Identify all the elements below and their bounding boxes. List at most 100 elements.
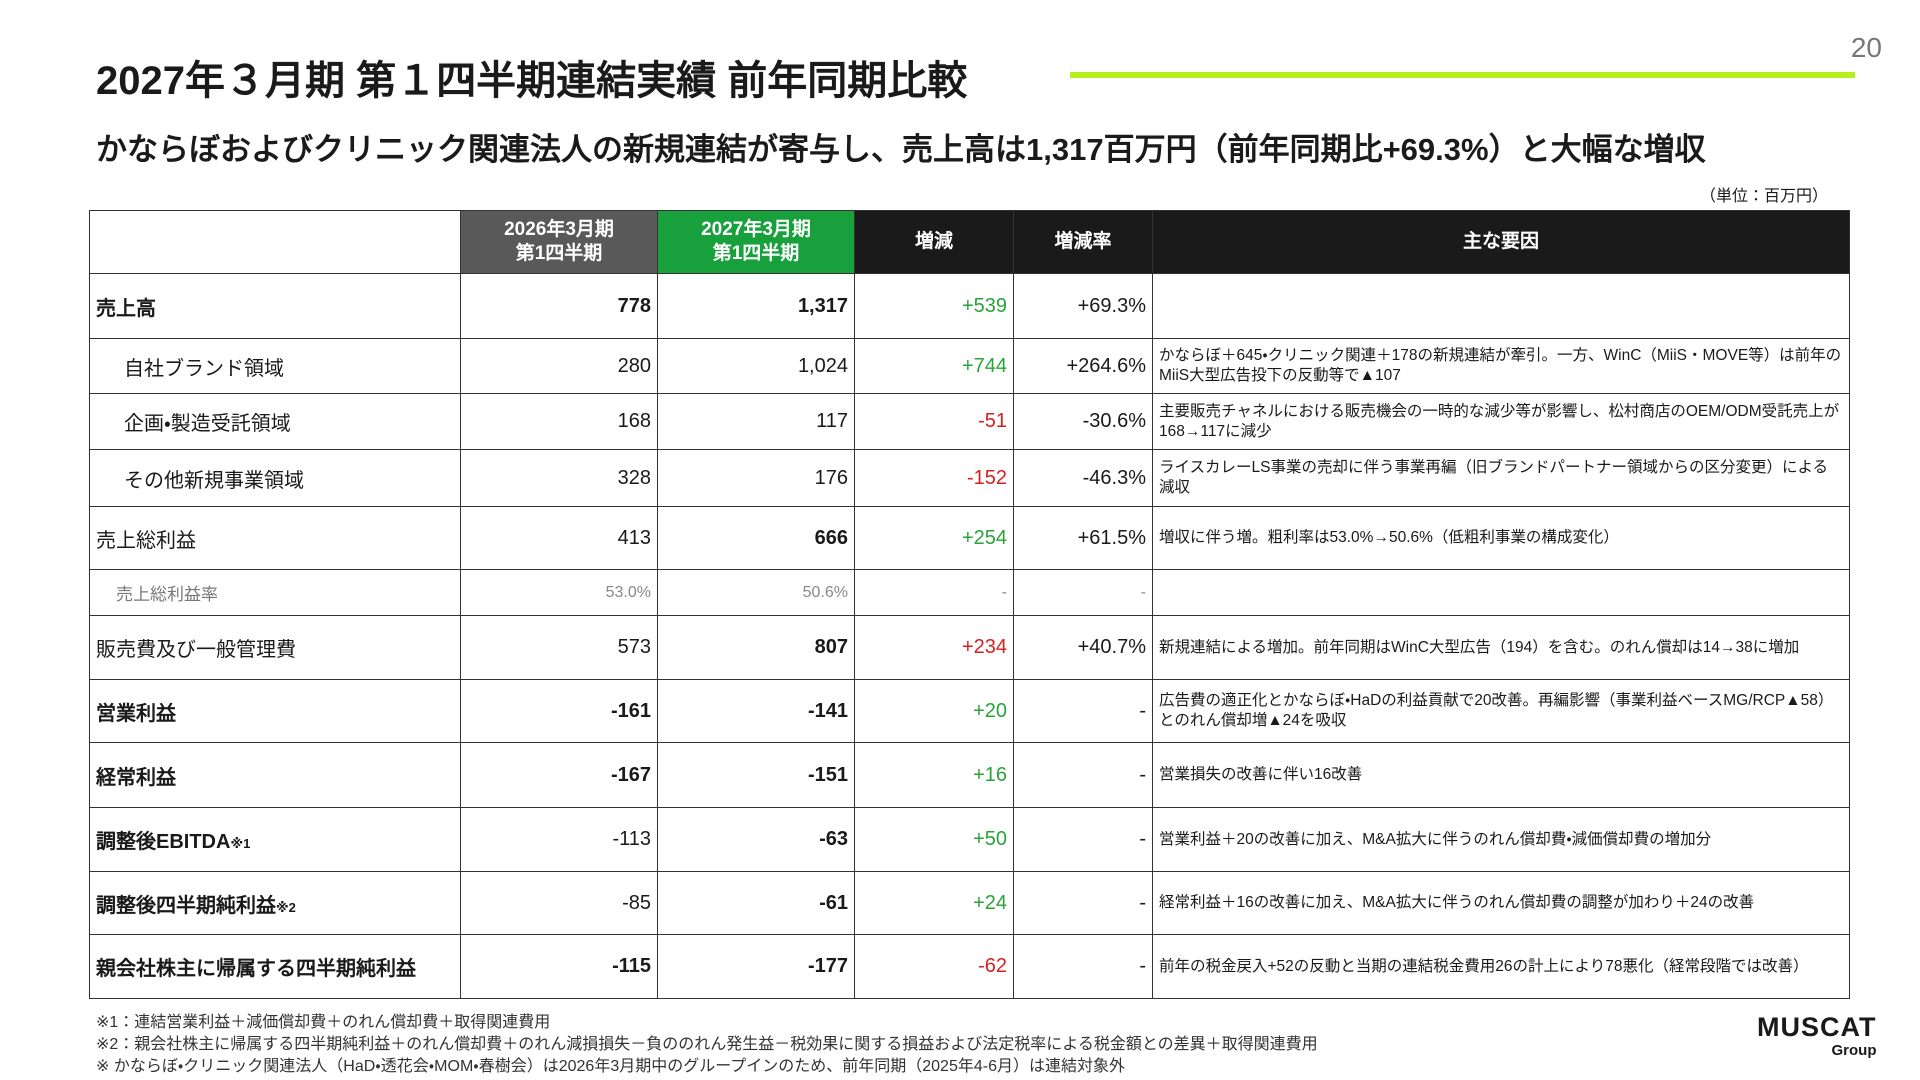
table-row: 売上総利益 413 666 +254 +61.5% 増収に伴う増。粗利率は53.0%→50… <box>89 506 1850 570</box>
value-cell: +539 <box>854 273 1014 339</box>
header-line: 第1四半期 <box>712 243 800 264</box>
table-row: 経常利益 -167 -151 +16- 営業損失の改善に伴い16改善 <box>89 742 1850 808</box>
value-cell: -63 <box>657 807 855 872</box>
table-row: 自社ブランド領域 280 1,024 +744 +264.6% かならぼ＋645・クリニッ… <box>89 338 1850 394</box>
logo: MUSCAT Group <box>1757 1012 1877 1059</box>
value-cell: +254 <box>854 506 1014 570</box>
title: 2027年３月期 第１四半期連結実績 前年同期比較 <box>96 59 968 103</box>
footnote: ※2：親会社株主に帰属する四半期純利益＋のれん償却費＋のれん減損損失－負ののれん… <box>96 1036 1318 1053</box>
header-line: 2026年3月期 <box>504 219 614 240</box>
reason-cell: 主要販売チャネルにおける販売機会の一時的な減少等が影響し、松村商店のOEM/OD… <box>1152 393 1850 450</box>
row-label-text: 営業利益 <box>96 702 176 725</box>
value-cell: -161 <box>460 679 658 743</box>
value-cell: - <box>1013 679 1153 743</box>
value-cell: 666 <box>657 506 855 570</box>
value-cell: - <box>1013 569 1153 616</box>
logo-name: MUSCAT <box>1757 1012 1877 1042</box>
value-cell: -152 <box>854 449 1014 507</box>
footnote: ※1：連結営業利益＋減価償却費＋のれん償却費＋取得関連費用 <box>96 1014 551 1031</box>
row-label: 売上総利益 <box>89 506 461 570</box>
row-label: 売上高 <box>89 273 461 339</box>
value-cell: -85 <box>460 871 658 935</box>
header-row: 2026年3月期第1四半期 2027年3月期 第1四半期 増減 増減率 主な要因 <box>89 210 1850 274</box>
reason-cell: 営業損失の改善に伴い16改善 <box>1152 742 1850 808</box>
row-label-text: 売上総利益率 <box>116 585 218 604</box>
value-cell: +69.3% <box>1013 273 1153 339</box>
row-label-text: 親会社株主に帰属する四半期純利益 <box>96 958 416 980</box>
header-line: 増減 <box>914 231 953 252</box>
reason-cell: 前年の税金戻入+52の反動と当期の連結税金費用26の計上により78悪化（経常段階… <box>1152 934 1850 999</box>
reason-cell: 営業利益＋20の改善に加え、M&A拡大に伴うのれん償却費・減価償却費の増加分 <box>1152 807 1850 872</box>
reason-cell <box>1152 569 1850 616</box>
value-cell: - <box>854 569 1014 616</box>
value-cell: 778 <box>460 273 658 339</box>
value-cell: - <box>1013 807 1153 872</box>
row-label-note: ※2 <box>276 899 296 915</box>
value-cell: -62 <box>854 934 1014 999</box>
value-cell: 573 <box>460 615 658 680</box>
row-label-text: 経常利益 <box>96 766 176 789</box>
table-row: 売上高 778 1,317 +539 +69.3% <box>89 273 1850 339</box>
row-label: 経常利益 <box>89 742 461 808</box>
header-line: 主な要因 <box>1462 231 1539 252</box>
value-cell: 50.6% <box>657 569 855 616</box>
value-cell: 117 <box>657 393 855 450</box>
value-cell: 807 <box>657 615 855 680</box>
page-number: 20 <box>1850 32 1882 63</box>
value-cell: -113 <box>460 807 658 872</box>
table-row: 企画・製造受託領域 168 117 -51 -30.6% 主要販売チャネルにおける販売機会… <box>89 393 1850 450</box>
row-label: その他新規事業領域 <box>89 449 461 507</box>
value-cell: +61.5% <box>1013 506 1153 570</box>
unit: （単位：百万円） <box>1699 188 1828 205</box>
row-label-note: ※1 <box>230 836 251 851</box>
value-cell: 1,317 <box>657 273 855 339</box>
value-cell: 413 <box>460 506 658 570</box>
value-cell: - <box>1013 934 1153 999</box>
row-label: 調整後EBITDA※1 <box>89 807 461 872</box>
value-cell: 176 <box>657 449 855 507</box>
value-cell: +24 <box>854 871 1014 935</box>
value-cell: +20 <box>854 679 1014 743</box>
value-cell: -167 <box>460 742 658 808</box>
reason-cell: かならぼ＋645・クリニック関連＋178の新規連結が牽引。一方、WinC（Mii… <box>1152 338 1850 394</box>
row-label-text: 販売費及び一般管理費 <box>96 639 296 661</box>
header-cell: 増減率 <box>1013 210 1153 274</box>
table-row: 調整後EBITDA※1 -113 -63 +50- 営業利益＋20の改善に加え、M&A拡… <box>89 807 1850 872</box>
value-cell: -46.3% <box>1013 449 1153 507</box>
reason-cell: 新規連結による増加。前年同期はWinC大型広告（194）を含む。のれん償却は14… <box>1152 615 1850 680</box>
value-cell: -30.6% <box>1013 393 1153 450</box>
value-cell: 1,024 <box>657 338 855 394</box>
footnote: ※ かならぼ・クリニック関連法人（HaD・透花会・MOM・春樹会）は2026年3… <box>96 1058 1125 1075</box>
row-label: 自社ブランド領域 <box>89 338 461 394</box>
value-cell: -141 <box>657 679 855 743</box>
header-cell: 主な要因 <box>1152 210 1850 274</box>
row-label: 親会社株主に帰属する四半期純利益 <box>89 934 461 999</box>
row-label: 営業利益 <box>89 679 461 743</box>
value-cell: - <box>1013 742 1153 808</box>
table-row: 調整後四半期純利益※2 -85 -61 +24- 経常利益＋16の改善に加え、M&A拡大… <box>89 871 1850 935</box>
header-line: 2027年3月期 <box>701 219 811 240</box>
reason-cell <box>1152 273 1850 339</box>
value-cell: -51 <box>854 393 1014 450</box>
row-label-text: 調整後四半期純利益 <box>96 894 276 917</box>
value-cell: +234 <box>854 615 1014 680</box>
row-label: 企画・製造受託領域 <box>89 393 461 450</box>
value-cell: -177 <box>657 934 855 999</box>
table-row: 親会社株主に帰属する四半期純利益 -115 -177 -62- 前年の税金戻入+52の反… <box>89 934 1850 999</box>
value-cell: - <box>1013 871 1153 935</box>
header-cell: 2027年3月期 第1四半期 <box>657 210 855 274</box>
header-line: 増減率 <box>1054 231 1112 252</box>
subtitle: かならぼおよびクリニック関連法人の新規連結が寄与し、売上高は1,317百万円（前… <box>96 132 1706 167</box>
header-blank <box>89 210 461 274</box>
value-cell: 280 <box>460 338 658 394</box>
reason-cell: 増収に伴う増。粗利率は53.0%→50.6%（低粗利事業の構成変化） <box>1152 506 1850 570</box>
value-cell: +40.7% <box>1013 615 1153 680</box>
row-label: 売上総利益率 <box>89 569 461 616</box>
reason-cell: 広告費の適正化とかならぼ・HaDの利益貢献で20改善。再編影響（事業利益ベースM… <box>1152 679 1850 743</box>
value-cell: 53.0% <box>460 569 658 616</box>
value-cell: +744 <box>854 338 1014 394</box>
accent-bar <box>1070 72 1855 78</box>
value-cell: -61 <box>657 871 855 935</box>
row-label-text: その他新規事業領域 <box>124 469 304 492</box>
